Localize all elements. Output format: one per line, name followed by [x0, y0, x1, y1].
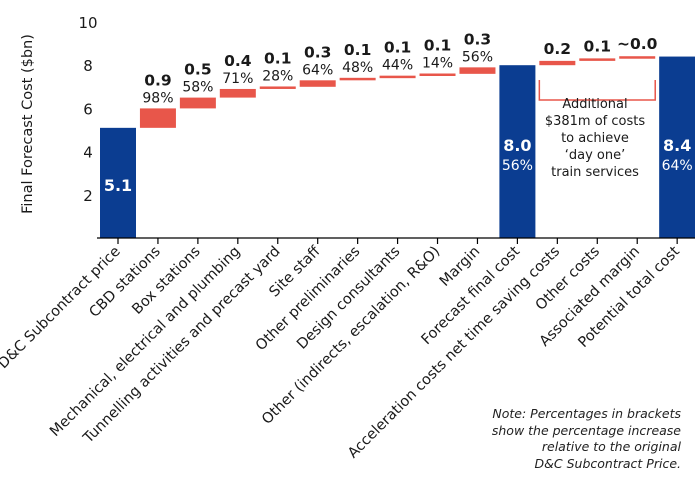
total-bar — [659, 56, 695, 239]
increment-bar — [539, 60, 576, 66]
bar-value-label: 0.3 — [464, 30, 491, 48]
x-tick-label: CBD stations — [86, 244, 163, 321]
increment-bar — [619, 56, 656, 59]
total-bar — [499, 65, 536, 238]
increment-bar — [579, 58, 616, 61]
increment-bar — [299, 80, 336, 87]
increment-bar — [179, 97, 216, 109]
bar-percent-label: 71% — [222, 71, 253, 87]
footnote-line: Note: Percentages in brackets — [492, 406, 681, 421]
bracket-line — [538, 80, 656, 101]
bar-value-label: 8.0 — [503, 136, 531, 155]
y-tick-label: 2 — [83, 187, 93, 205]
y-axis-title: Final Forecast Cost ($bn) — [20, 34, 36, 214]
bar-percent-label: 98% — [142, 90, 173, 106]
annotation-line: train services — [551, 165, 639, 180]
y-axis-ticks: 2 4 6 8 10 — [78, 14, 97, 205]
y-tick-label: 10 — [78, 14, 97, 32]
bar-value-label: 0.1 — [344, 41, 371, 59]
bar-value-label: 0.2 — [544, 40, 571, 58]
bar-value-label: 8.4 — [663, 136, 691, 155]
increment-bar — [139, 108, 176, 128]
bar-group — [100, 56, 695, 239]
bar-value-label: 0.1 — [264, 49, 291, 67]
bar-value-label: 0.1 — [384, 39, 411, 57]
bar-percent-label: 48% — [342, 60, 373, 76]
footnote-line: show the percentage increase — [491, 422, 681, 438]
bar-percent-label: 64% — [662, 158, 693, 174]
bar-value-label: 0.1 — [584, 37, 611, 55]
footnote-line: relative to the original — [541, 439, 681, 454]
increment-bar — [219, 88, 256, 98]
bar-percent-label: 56% — [462, 49, 493, 65]
total-bar — [100, 127, 136, 238]
bar-value-label: 0.9 — [144, 71, 171, 89]
bar-value-label: 0.4 — [224, 52, 252, 70]
y-tick-label: 8 — [83, 57, 93, 75]
bar-value-label: ~0.0 — [617, 35, 658, 53]
annotation-line: Additional — [562, 97, 628, 112]
annotation-line: ‘day one’ — [564, 148, 626, 163]
bar-value-label: 5.1 — [104, 176, 132, 195]
y-tick-label: 6 — [83, 100, 93, 118]
bar-percent-label: 14% — [422, 56, 453, 72]
footnote-line: D&C Subcontract Price. — [534, 455, 681, 471]
footnote: Note: Percentages in brackets show the p… — [431, 406, 681, 472]
annotation-line: $381m of costs — [544, 114, 646, 129]
bar-percent-label: 28% — [262, 68, 293, 84]
bar-percent-label: 44% — [382, 58, 413, 74]
annotation-bracket — [538, 80, 656, 101]
annotation-text: Additional $381m of costs to achieve ‘da… — [538, 96, 652, 181]
increment-bar — [419, 73, 456, 76]
increment-bar — [339, 77, 376, 81]
bar-value-label: 0.3 — [304, 43, 331, 61]
bar-percent-label: 58% — [182, 80, 213, 96]
bar-value-label: 0.5 — [184, 61, 211, 79]
bar-value-label: 0.1 — [424, 37, 451, 55]
increment-bar — [259, 86, 296, 89]
increment-bar — [379, 75, 416, 79]
annotation-line: to achieve — [561, 131, 629, 146]
y-tick-label: 4 — [83, 144, 93, 162]
bar-percent-label: 56% — [502, 158, 533, 174]
value-label-group: 5.198%0.9 58%0.571%0.428%0.164%0.348%0.14… — [104, 30, 693, 195]
increment-bar — [459, 67, 496, 74]
bar-percent-label: 64% — [302, 62, 333, 78]
